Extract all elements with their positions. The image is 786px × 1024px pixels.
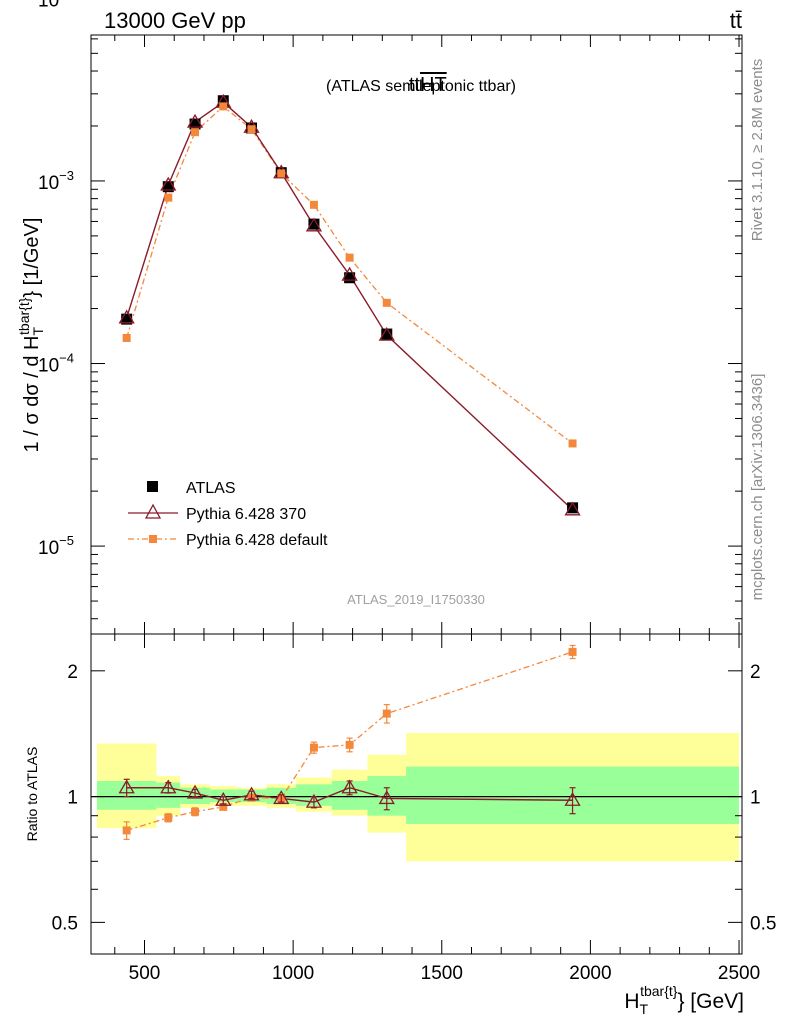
legend-label-pythia370: Pythia 6.428 370 xyxy=(186,506,306,523)
ratio-tick-labels: 0.5 0.51 12 2500 1000 1500 2000 2500 xyxy=(52,662,777,984)
ratio-line-pythia370 xyxy=(126,787,573,803)
chart-title: tt xyxy=(409,74,421,96)
series-line-pythia370 xyxy=(126,101,574,511)
ratio-point-pythia-default xyxy=(309,743,318,752)
data-point-pythia-default xyxy=(277,169,286,178)
collision-label: 13000 GeV pp xyxy=(104,8,246,33)
ratio-point-pythia370 xyxy=(341,779,358,794)
data-point-pythia-default xyxy=(191,128,200,137)
data-point-pythia-default xyxy=(219,102,228,111)
data-point-pythia-default xyxy=(122,333,131,342)
data-point-pythia-default xyxy=(382,298,391,307)
data-point-atlas xyxy=(189,118,201,130)
ratio-point-pythia-default xyxy=(568,647,577,656)
y-tick-label-main: 10−4 xyxy=(38,351,74,377)
legend-marker-atlas xyxy=(147,481,158,492)
data-point-atlas xyxy=(162,181,174,193)
ratio-y-tick-label-right: 2 xyxy=(750,662,761,683)
data-point-atlas xyxy=(381,328,393,340)
legend-label-atlas: ATLAS xyxy=(186,480,236,497)
main-y-tick-labels: 10−5 10−4 10−3 10−2 xyxy=(38,0,74,559)
y-tick-label-main: 10−3 xyxy=(38,168,74,194)
ratio-point-pythia-default xyxy=(191,807,200,816)
ratio-point-pythia370 xyxy=(273,790,290,805)
legend-marker-pythia-default xyxy=(149,535,157,543)
main-y-axis-label: 1 / σ dσ / d HTtbar{t}} [1/GeV] xyxy=(16,218,46,453)
chart-title-overline: HT xyxy=(420,74,447,96)
ratio-point-pythia370 xyxy=(160,779,177,794)
mcplots-reference-label: mcplots.cern.ch [arXiv:1306.3436] xyxy=(749,374,766,601)
ratio-y-tick-label-left: 0.5 xyxy=(52,913,78,934)
data-point-atlas xyxy=(308,218,320,230)
x-tick-label: 1500 xyxy=(421,963,463,984)
ratio-line-pythia-default xyxy=(126,651,573,832)
ratio-series xyxy=(118,644,581,840)
ratio-frame xyxy=(90,633,743,955)
ratio-axis-ticks xyxy=(91,634,742,954)
legend-label-pythia-default: Pythia 6.428 default xyxy=(186,532,328,549)
data-point-pythia370 xyxy=(186,113,204,128)
legend-marker-pythia370 xyxy=(144,503,162,519)
data-point-atlas xyxy=(217,95,229,107)
series-line-pythia-default xyxy=(126,105,573,444)
ratio-point-pythia370 xyxy=(118,779,135,794)
data-point-pythia-default xyxy=(345,253,354,262)
ratio-point-pythia370 xyxy=(186,784,204,799)
main-panel: 10−5 10−4 10−3 10−2 tt HT (ATLAS semilepton… xyxy=(16,0,743,635)
x-tick-label: 1000 xyxy=(272,963,314,984)
ratio-point-pythia-default xyxy=(122,826,131,835)
x-tick-label: 2000 xyxy=(569,963,611,984)
ratio-point-pythia370 xyxy=(215,791,232,806)
x-axis-label: HTtbar{t}} [GeV] xyxy=(624,983,744,1017)
main-axis-ticks xyxy=(91,35,742,634)
ratio-y-tick-label-left: 1 xyxy=(67,788,78,809)
ratio-y-tick-label-right: 1 xyxy=(750,788,761,809)
ratio-point-pythia-default xyxy=(219,802,228,811)
analysis-watermark: ATLAS_2019_I1750330 xyxy=(347,592,485,607)
ratio-y-tick-label-left: 2 xyxy=(67,662,78,683)
legend: ATLAS Pythia 6.428 370 Pythia 6.428 defa… xyxy=(128,480,328,549)
ratio-point-pythia370 xyxy=(378,790,395,805)
rivet-version-label: Rivet 3.1.10, ≥ 2.8M events xyxy=(749,59,766,242)
ratio-panel: 0.5 0.51 12 2500 1000 1500 2000 2500 Ratio to A… xyxy=(24,633,777,1017)
x-tick-label: 2500 xyxy=(718,963,760,984)
main-series xyxy=(118,93,581,516)
ratio-y-axis-label: Ratio to ATLAS xyxy=(24,747,40,842)
ratio-point-pythia-default xyxy=(345,740,354,749)
y-tick-label-main: 10−5 xyxy=(38,533,74,559)
data-point-atlas xyxy=(121,313,133,325)
data-point-pythia370 xyxy=(378,326,395,341)
data-point-pythia370 xyxy=(341,266,358,281)
data-point-pythia-default xyxy=(247,125,256,134)
data-point-pythia370 xyxy=(160,176,177,191)
data-point-pythia370 xyxy=(564,501,581,516)
ratio-point-pythia370 xyxy=(305,793,323,808)
ratio-point-pythia370 xyxy=(564,791,581,806)
ratio-point-pythia370 xyxy=(243,786,260,801)
y-tick-label-main: 10−2 xyxy=(38,0,74,11)
data-point-pythia370 xyxy=(305,217,323,232)
data-point-pythia-default xyxy=(568,439,577,448)
data-point-atlas xyxy=(344,272,356,284)
ratio-point-pythia-default xyxy=(164,813,173,822)
process-label: tt̄ xyxy=(730,8,742,33)
chart-subtitle: (ATLAS semileptonic ttbar) xyxy=(326,78,516,95)
ratio-y-tick-label-right: 0.5 xyxy=(750,913,776,934)
data-point-pythia-default xyxy=(164,193,173,202)
x-tick-label: 500 xyxy=(129,963,161,984)
data-point-atlas xyxy=(567,502,579,514)
ratio-point-pythia-default xyxy=(382,709,391,718)
data-point-pythia370 xyxy=(118,309,135,324)
data-point-pythia-default xyxy=(309,200,318,209)
